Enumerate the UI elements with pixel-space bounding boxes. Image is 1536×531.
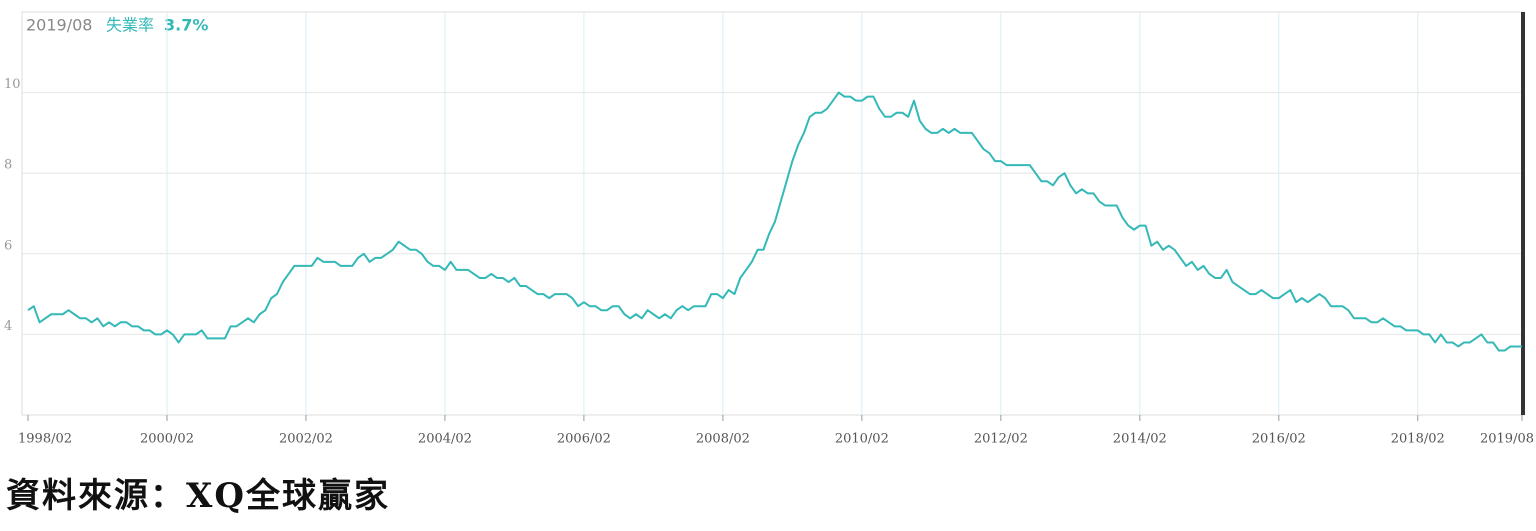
chart: 2019/08 失業率 3.7% 4 6 8 10 1998/02 2000/02 2002… — [4, 11, 1534, 447]
x-tick-label: 2010/02 — [835, 432, 889, 447]
x-tick-label: 2012/02 — [974, 432, 1028, 447]
x-tick-label: 2014/02 — [1113, 432, 1167, 447]
x-tick-label: 2018/02 — [1391, 432, 1445, 447]
header-value: 3.7% — [164, 16, 208, 35]
x-tick-label: 1998/02 — [18, 432, 72, 447]
y-tick-label: 8 — [4, 158, 12, 173]
x-tick-label: 2006/02 — [557, 432, 611, 447]
cursor-bar — [1521, 12, 1525, 415]
y-tick-label: 10 — [4, 77, 21, 92]
x-tick-label: 2019/08 — [1480, 432, 1534, 447]
x-tick-label: 2004/02 — [418, 432, 472, 447]
data-line — [27, 91, 1522, 352]
x-tick-label: 2008/02 — [696, 432, 750, 447]
x-tick-label: 2002/02 — [279, 432, 333, 447]
header-date: 2019/08 — [26, 16, 92, 35]
source-note: 資料來源：XQ全球贏家 — [6, 476, 390, 516]
x-tick-label: 2000/02 — [140, 432, 194, 447]
x-tick-label: 2016/02 — [1252, 432, 1306, 447]
y-tick-label: 6 — [4, 238, 12, 253]
plot-frame — [21, 11, 1525, 416]
header-label: 失業率 — [106, 16, 154, 35]
y-tick-label: 4 — [4, 319, 12, 334]
